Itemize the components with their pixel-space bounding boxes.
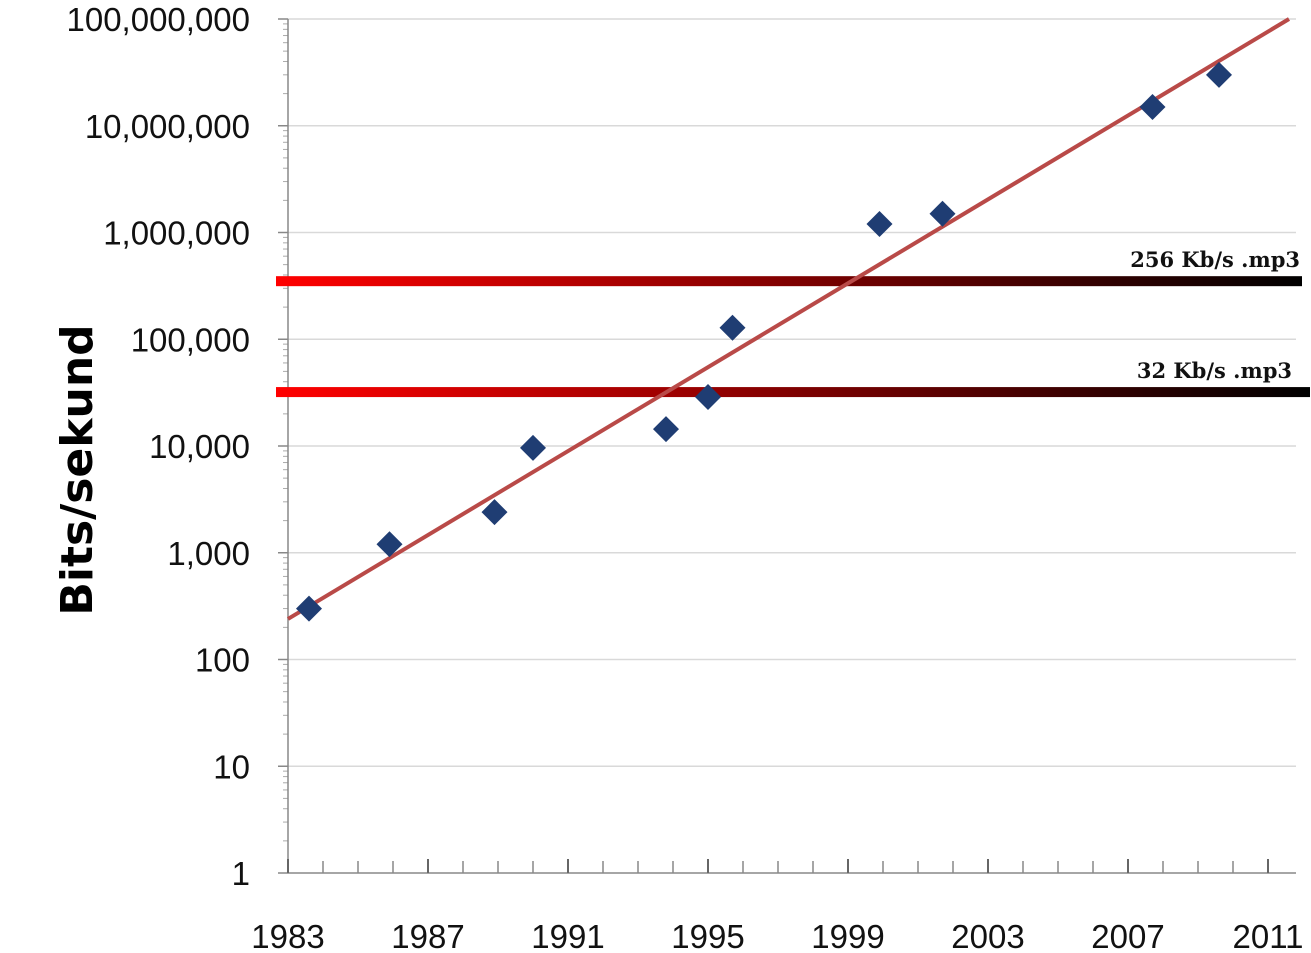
reference-line-label: 256 Kb/s .mp3 [1130, 247, 1300, 272]
y-tick-label: 1 [232, 855, 250, 892]
data-point [1206, 61, 1232, 88]
data-point [929, 200, 956, 227]
tick-labels: 1 10 100 1,000 10,000 100,000 1,000,000 10,000,… [66, 1, 1303, 953]
y-tick-label: 100,000,000 [66, 1, 250, 38]
y-tick-label: 100 [195, 642, 250, 679]
data-points [296, 61, 1232, 622]
x-tick-label: 1995 [671, 918, 744, 953]
data-point [695, 383, 721, 410]
data-point [719, 314, 746, 341]
data-point [376, 531, 403, 558]
data-point [296, 595, 322, 622]
y-tick-label: 10 [213, 748, 250, 785]
reference-lines: 256 Kb/s .mp3 32 Kb/s .mp3 [276, 247, 1310, 398]
y-tick-label: 1,000,000 [103, 215, 250, 252]
x-tick-label: 1991 [531, 918, 604, 953]
data-point [481, 499, 508, 526]
data-point [866, 211, 893, 238]
axes [278, 18, 1296, 874]
trendline [286, 17, 1291, 621]
reference-line [276, 276, 1302, 287]
y-tick-label: 1,000 [167, 535, 250, 572]
x-tick-label: 1999 [811, 918, 884, 953]
y-tick-label: 10,000 [149, 428, 250, 465]
gridlines [288, 18, 1296, 767]
y-tick-label: 10,000,000 [85, 108, 250, 145]
trendline-layer [286, 17, 1291, 621]
x-tick-label: 2011 [1233, 918, 1304, 953]
reference-line-label: 32 Kb/s .mp3 [1137, 358, 1292, 383]
reference-line [276, 387, 1310, 398]
y-axis-label: Bits/sekund [52, 324, 103, 615]
data-point [1139, 93, 1166, 120]
x-tick-label: 2007 [1091, 918, 1164, 953]
y-tick-label: 100,000 [131, 321, 250, 358]
x-tick-label: 2003 [951, 918, 1024, 953]
x-tick-label: 1983 [251, 918, 324, 953]
data-point [653, 416, 679, 443]
data-point [520, 434, 546, 461]
x-tick-label: 1987 [391, 918, 464, 953]
